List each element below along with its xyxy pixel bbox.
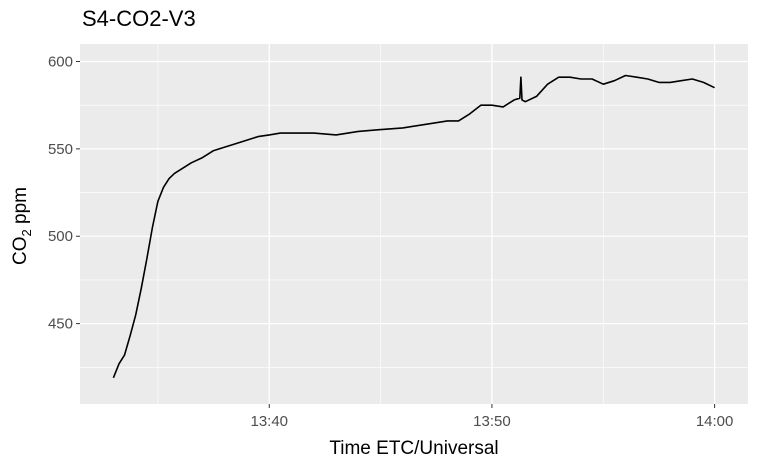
x-tick-label: 14:00 xyxy=(696,413,734,430)
y-tick-label: 500 xyxy=(48,228,73,245)
y-axis-label-main: CO xyxy=(10,236,32,265)
y-tick-label: 450 xyxy=(48,316,73,333)
y-axis-label-subscript: 2 xyxy=(18,229,34,237)
y-axis-label: CO2 ppm xyxy=(10,187,34,265)
chart-title: S4-CO2-V3 xyxy=(82,6,196,31)
y-tick-label: 550 xyxy=(48,141,73,158)
x-tick-label: 13:50 xyxy=(473,413,511,430)
plot-panel xyxy=(80,44,748,404)
grid-minor xyxy=(80,44,748,404)
co2-series-line xyxy=(112,74,715,379)
y-axis: 450 500 550 600 xyxy=(48,53,80,333)
x-tick-label: 13:40 xyxy=(250,413,288,430)
y-axis-label-unit: ppm xyxy=(10,187,32,230)
x-axis-label: Time ETC/Universal xyxy=(329,438,499,459)
x-axis: 13:40 13:50 14:00 xyxy=(250,404,733,430)
y-tick-label: 600 xyxy=(48,53,73,70)
grid-major xyxy=(80,44,748,404)
